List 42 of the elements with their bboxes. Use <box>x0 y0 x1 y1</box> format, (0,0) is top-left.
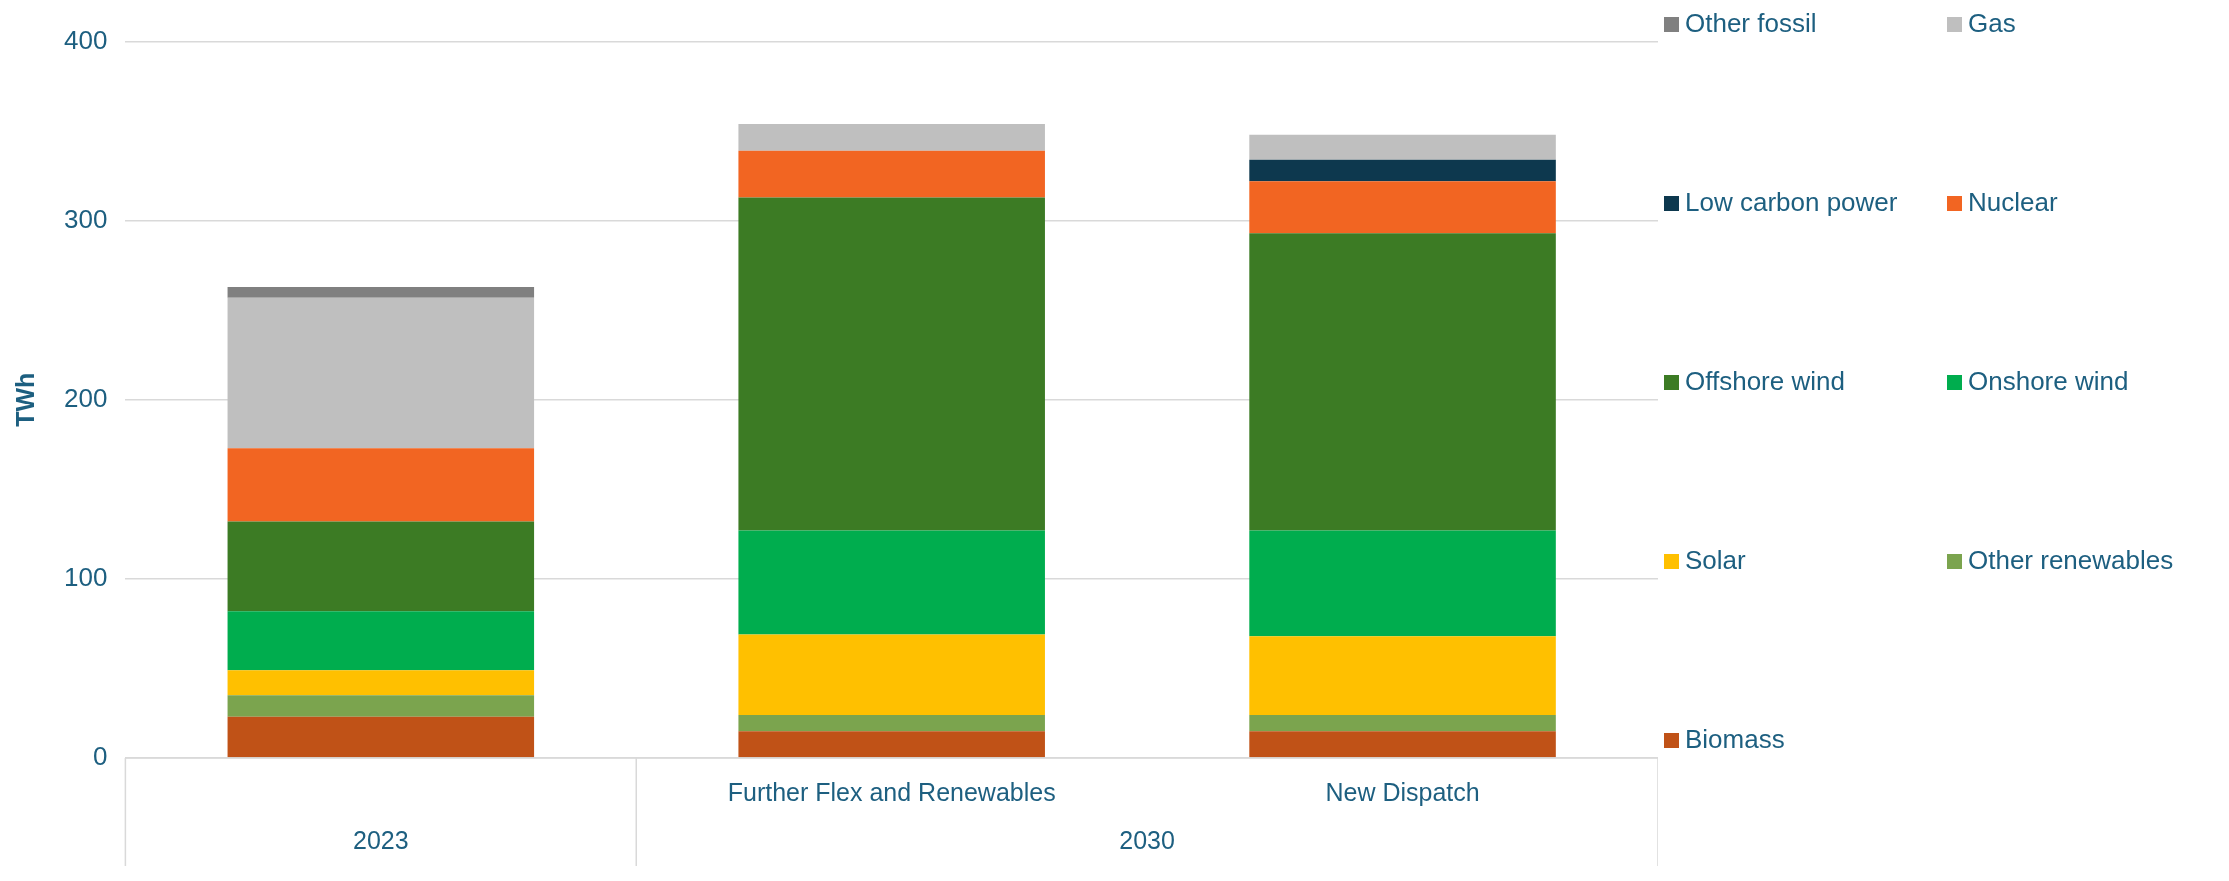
bar <box>738 634 1045 716</box>
bar <box>738 150 1045 198</box>
bar <box>1249 233 1556 531</box>
bar <box>738 197 1045 531</box>
bar <box>1249 715 1556 732</box>
bar <box>738 715 1045 732</box>
legend-label: Onshore wind <box>1968 366 2129 397</box>
bar <box>227 521 535 612</box>
y-tick-label: 300 <box>63 203 108 234</box>
legend-label: Biomass <box>1685 724 1785 755</box>
legend-label: Solar <box>1685 545 1746 576</box>
bar <box>1249 159 1556 182</box>
legend-label: Gas <box>1968 8 2016 39</box>
legend-label: Other renewables <box>1968 545 2174 576</box>
bar <box>1249 530 1556 637</box>
bar <box>227 716 535 758</box>
bar <box>738 731 1045 758</box>
y-tick-label: 200 <box>63 382 108 413</box>
y-tick-label: 400 <box>63 24 108 55</box>
bar <box>738 123 1045 151</box>
bar <box>227 286 535 298</box>
bar <box>227 611 535 671</box>
x-tick-label: New Dispatch <box>1325 777 1480 806</box>
y-tick-label: 0 <box>92 741 108 772</box>
legend-label: Offshore wind <box>1685 366 1845 397</box>
legend-label: Other fossil <box>1685 8 1817 39</box>
bar <box>1249 134 1556 160</box>
text: 2030 <box>1119 825 1175 854</box>
text: 2023 <box>353 825 409 854</box>
bar <box>227 695 535 717</box>
y-tick-label: 100 <box>63 562 108 593</box>
bar <box>227 297 535 449</box>
legend-label: Nuclear <box>1968 187 2058 218</box>
bar <box>1249 636 1556 716</box>
bar <box>227 670 535 696</box>
bar <box>227 448 535 522</box>
bar <box>738 530 1045 635</box>
bar <box>1249 181 1556 234</box>
bar <box>1249 731 1556 758</box>
x-tick-label: Further Flex and Renewables <box>727 777 1056 806</box>
y-axis-title: TWh <box>10 372 39 427</box>
legend-label: Low carbon power <box>1685 187 1898 218</box>
